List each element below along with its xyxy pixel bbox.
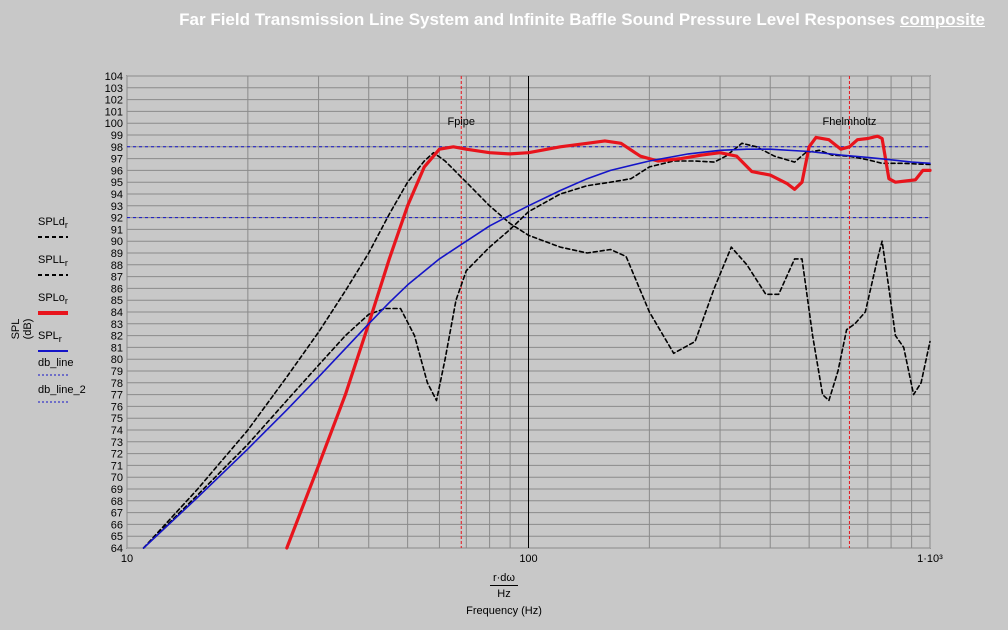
- y-tick-label: 96: [111, 165, 123, 177]
- legend-swatch-blue-dot: [38, 374, 68, 376]
- chart-title: Far Field Transmission Line System and I…: [0, 10, 985, 30]
- y-tick-label: 79: [111, 366, 123, 378]
- series-line-SPL_r: [142, 148, 931, 549]
- legend-swatch-blue-dot: [38, 401, 68, 403]
- x-tick-label: 10: [121, 553, 133, 565]
- y-tick-label: 66: [111, 519, 123, 531]
- y-tick-label: 88: [111, 260, 123, 272]
- legend-item: db_line_2: [38, 384, 86, 411]
- annotation-label: Fpipe: [447, 116, 475, 128]
- legend-swatch-black-dash: [38, 274, 68, 277]
- x-axis-label: r·dω Hz: [0, 572, 1008, 600]
- y-tick-label: 104: [105, 71, 123, 83]
- y-tick-label: 65: [111, 531, 123, 543]
- chart-title-main: Far Field Transmission Line System and I…: [179, 10, 896, 29]
- legend-label: SPLLr: [38, 254, 68, 269]
- y-tick-label: 102: [105, 95, 123, 107]
- legend-swatch-black-dash: [38, 236, 68, 239]
- y-tick-label: 99: [111, 130, 123, 142]
- y-tick-label: 73: [111, 437, 123, 449]
- y-tick-label: 78: [111, 378, 123, 390]
- legend-label: db_line_2: [38, 384, 86, 396]
- y-tick-label: 72: [111, 449, 123, 461]
- legend-item: db_line: [38, 357, 86, 384]
- y-tick-label: 95: [111, 177, 123, 189]
- y-tick-label: 80: [111, 354, 123, 366]
- y-tick-label: 70: [111, 472, 123, 484]
- y-tick-label: 86: [111, 283, 123, 295]
- legend-item: SPLLr: [38, 254, 86, 292]
- y-tick-label: 71: [111, 460, 123, 472]
- y-tick-label: 89: [111, 248, 123, 260]
- y-tick-label: 76: [111, 401, 123, 413]
- x-tick-label: 100: [519, 553, 537, 565]
- series-line-SPLL_r: [142, 142, 931, 549]
- series-line-SPLo_r: [285, 134, 932, 550]
- legend: SPLdr SPLLr SPLor SPLr db_line db_line_2: [38, 216, 86, 411]
- y-tick-label: 82: [111, 331, 123, 343]
- y-tick-label: 67: [111, 508, 123, 520]
- legend-item: SPLor: [38, 292, 86, 330]
- y-tick-label: 97: [111, 154, 123, 166]
- y-tick-label: 94: [111, 189, 123, 201]
- y-tick-label: 69: [111, 484, 123, 496]
- legend-item: SPLdr: [38, 216, 86, 254]
- y-tick-label: 64: [111, 543, 123, 555]
- series-line-SPLd_r: [142, 151, 931, 549]
- legend-label: SPLr: [38, 330, 62, 345]
- legend-label: SPLor: [38, 292, 68, 307]
- y-tick-label: 68: [111, 496, 123, 508]
- y-tick-label: 77: [111, 390, 123, 402]
- legend-swatch-red-thick: [38, 311, 68, 316]
- legend-item: SPLr: [38, 330, 86, 357]
- legend-swatch-blue-solid: [38, 350, 68, 353]
- x-axis-title: Frequency (Hz): [466, 605, 542, 617]
- legend-label: db_line: [38, 357, 74, 369]
- y-tick-label: 90: [111, 236, 123, 248]
- y-tick-label: 93: [111, 201, 123, 213]
- legend-label: SPLdr: [38, 216, 68, 231]
- y-tick-label: 100: [105, 118, 123, 130]
- y-tick-label: 74: [111, 425, 123, 437]
- chart-title-link[interactable]: composite: [899, 10, 985, 29]
- y-tick-label: 103: [105, 83, 123, 95]
- y-tick-label: 92: [111, 213, 123, 225]
- y-tick-label: 75: [111, 413, 123, 425]
- x-tick-label: 1·10³: [917, 553, 943, 565]
- y-tick-label: 83: [111, 319, 123, 331]
- y-tick-label: 98: [111, 142, 123, 154]
- y-tick-label: 81: [111, 342, 123, 354]
- y-tick-label: 101: [105, 106, 123, 118]
- annotation-label: Fhelmholtz: [823, 116, 877, 128]
- y-tick-label: 91: [111, 224, 123, 236]
- y-tick-label: 85: [111, 295, 123, 307]
- y-tick-label: 87: [111, 272, 123, 284]
- y-tick-label: 84: [111, 307, 123, 319]
